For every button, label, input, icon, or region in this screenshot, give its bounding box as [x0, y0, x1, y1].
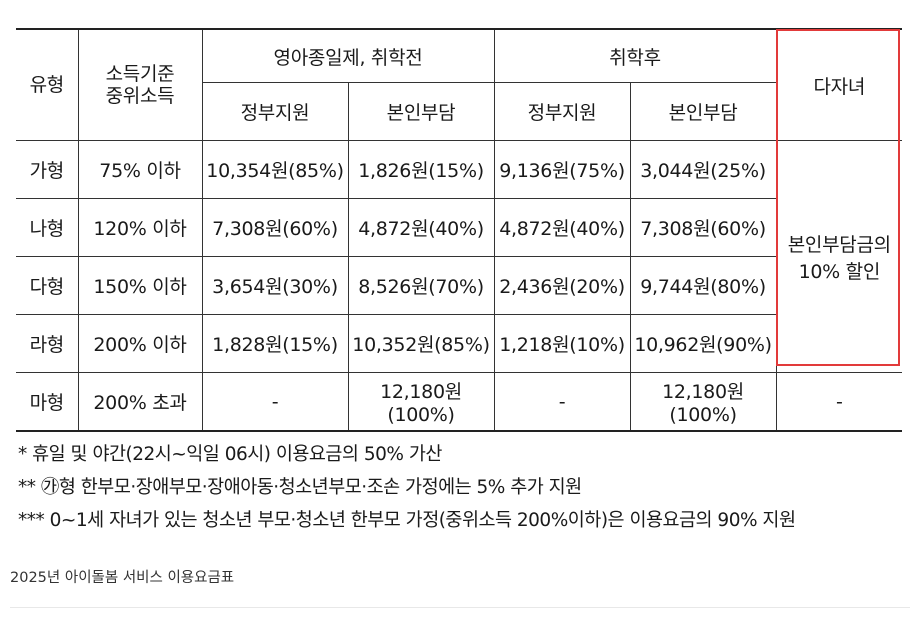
table-row: 나형 120% 이하 7,308원(60%) 4,872원(40%) 4,872…	[16, 198, 902, 257]
cell-before-self: 10,352원(85%)	[347, 314, 495, 373]
cell-after-self: 3,044원(25%)	[629, 140, 777, 199]
row-type: 라형	[16, 314, 79, 373]
cell-before-gov: 7,308원(60%)	[201, 198, 349, 257]
cell-after-self: 9,744원(80%)	[629, 256, 777, 315]
income-header-line1: 소득기준	[105, 63, 175, 85]
cell-after-self: 10,962원(90%)	[629, 314, 777, 373]
table-row: 다형 150% 이하 3,654원(30%) 8,526원(70%) 2,436…	[16, 256, 902, 315]
footnote-1: * 휴일 및 야간(22시~익일 06시) 이용요금의 50% 가산	[18, 444, 442, 465]
footnote-2: ** ㉮형 한부모·장애부모·장애아동·청소년부모·조손 가정에는 5% 추가 …	[18, 477, 582, 498]
divider	[10, 607, 910, 608]
footnote-3: *** 0~1세 자녀가 있는 청소년 부모·청소년 한부모 가정(중위소득 2…	[18, 510, 796, 531]
cell-before-self: 12,180원(100%)	[347, 372, 495, 432]
cell-after-self: 12,180원(100%)	[629, 372, 777, 432]
cell-before-self: 8,526원(70%)	[347, 256, 495, 315]
row-type: 마형	[16, 372, 79, 432]
row-income: 150% 이하	[77, 256, 203, 315]
cell-before-gov: 3,654원(30%)	[201, 256, 349, 315]
row-income: 75% 이하	[77, 140, 203, 199]
cell-after-gov: 4,872원(40%)	[493, 198, 631, 257]
row-type: 가형	[16, 140, 79, 199]
row-type: 다형	[16, 256, 79, 315]
discount-cell: 본인부담금의 10% 할인	[775, 140, 903, 373]
discount-line2: 10% 할인	[798, 260, 881, 283]
cell-after-gov: 9,136원(75%)	[493, 140, 631, 199]
cell-after-gov: -	[493, 372, 631, 432]
cell-before-gov: -	[201, 372, 349, 432]
cell-after-gov: 1,218원(10%)	[493, 314, 631, 373]
cell-after-self: 7,308원(60%)	[629, 198, 777, 257]
cell-multi-child: -	[775, 372, 903, 432]
table-row: 가형 75% 이하 10,354원(85%) 1,826원(15%) 9,136…	[16, 140, 903, 373]
subheader-gov-before: 정부지원	[201, 82, 349, 141]
subheader-self-before: 본인부담	[347, 82, 495, 141]
multi-child-header: 다자녀	[775, 28, 903, 141]
subheader-gov-after: 정부지원	[493, 82, 631, 141]
cell-before-self: 1,826원(15%)	[347, 140, 495, 199]
cell-before-gov: 10,354원(85%)	[201, 140, 349, 199]
subheader-self-after: 본인부담	[629, 82, 777, 141]
fee-table: 유형 소득기준 중위소득 영아종일제, 취학전 취학후 다자녀 정부지원 본인부…	[16, 28, 903, 432]
type-header: 유형	[16, 28, 79, 141]
footnotes: * 휴일 및 야간(22시~익일 06시) 이용요금의 50% 가산 ** ㉮형…	[18, 438, 796, 537]
image-caption: 2025년 아이돌봄 서비스 이용요금표	[10, 570, 235, 586]
table-row: 마형 200% 초과 - 12,180원(100%) - 12,180원(100…	[16, 372, 903, 432]
row-income: 120% 이하	[77, 198, 203, 257]
row-income: 200% 초과	[77, 372, 203, 432]
row-type: 나형	[16, 198, 79, 257]
income-header-line2: 중위소득	[105, 85, 175, 107]
group-header-before-school: 영아종일제, 취학전	[201, 28, 495, 83]
discount-line1: 본인부담금의	[787, 233, 891, 256]
cell-before-self: 4,872원(40%)	[347, 198, 495, 257]
cell-after-gov: 2,436원(20%)	[493, 256, 631, 315]
table-row: 라형 200% 이하 1,828원(15%) 10,352원(85%) 1,21…	[16, 314, 902, 373]
group-header-after-school: 취학후	[493, 28, 777, 83]
cell-before-gov: 1,828원(15%)	[201, 314, 349, 373]
income-header: 소득기준 중위소득	[77, 28, 203, 141]
row-income: 200% 이하	[77, 314, 203, 373]
